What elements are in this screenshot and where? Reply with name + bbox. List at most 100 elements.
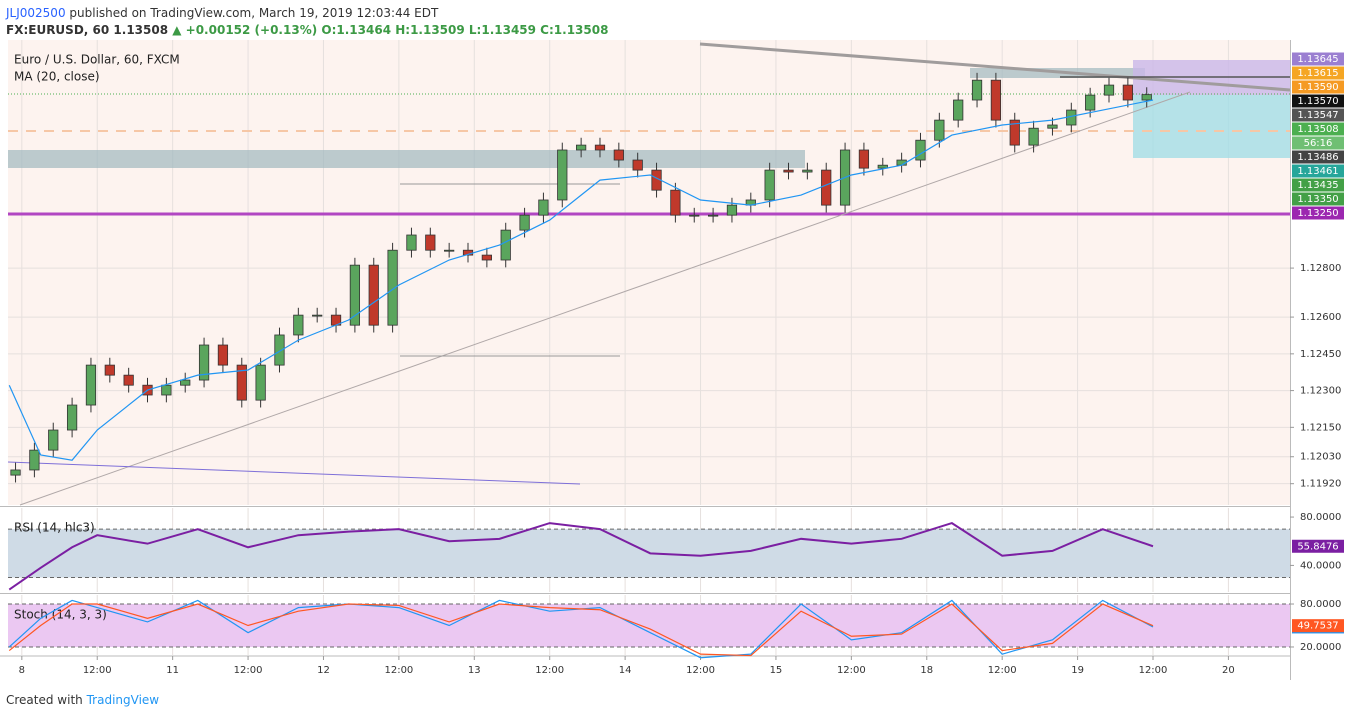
candle-body — [123, 374, 134, 386]
price-badge-label: 1.13590 — [1297, 82, 1338, 93]
stop-box — [1133, 95, 1290, 158]
candle-body — [104, 364, 115, 376]
price-badge — [1292, 206, 1344, 220]
brand[interactable]: TradingView — [86, 693, 160, 707]
y-tick-label: 1.11920 — [1300, 479, 1341, 490]
trend-line — [19, 91, 1191, 506]
price-badge — [1292, 164, 1344, 178]
candle-body — [821, 169, 832, 206]
y-tick-label: 80.0000 — [1300, 512, 1341, 523]
last-value-label: 55.8476 — [1297, 541, 1338, 552]
price-pane — [8, 40, 1290, 505]
price-badge — [1292, 178, 1344, 192]
candle-body — [538, 199, 549, 216]
author[interactable]: JLJ002500 — [5, 6, 66, 20]
x-tick-label: 8 — [19, 665, 25, 676]
x-tick-label: 12:00 — [988, 665, 1017, 676]
candle-body — [66, 404, 78, 431]
x-tick-label: 12 — [317, 665, 330, 676]
candle-body — [953, 99, 964, 121]
y-tick-label: 1.12150 — [1300, 422, 1341, 433]
candle-body — [802, 169, 813, 173]
x-tick-label: 12:00 — [83, 665, 112, 676]
candle-body — [368, 264, 379, 326]
candle-body — [312, 314, 323, 317]
candle-body — [10, 469, 21, 476]
trend-line — [699, 42, 1291, 92]
y-tick-label: 1.12450 — [1300, 349, 1341, 360]
series-line — [8, 599, 1154, 659]
candle-body — [877, 164, 888, 169]
candle-body — [1009, 119, 1020, 146]
y-tick-label: 1.12030 — [1300, 452, 1341, 463]
x-tick-label: 12:00 — [234, 665, 263, 676]
candle-body — [406, 234, 417, 251]
last-value-badge — [1292, 619, 1344, 633]
x-tick-label: 12:00 — [535, 665, 564, 676]
pane-title: Euro / U.S. Dollar, 60, FXCM — [14, 53, 180, 67]
header: JLJ002500 published on TradingView.com, … — [5, 6, 439, 20]
last-value-badge — [1292, 539, 1344, 553]
price-badge — [1292, 80, 1344, 94]
price-badge — [1292, 52, 1344, 66]
price-badge-label: 1.13570 — [1297, 96, 1338, 107]
trend-line — [7, 461, 581, 485]
price-badge-label: 1.13250 — [1297, 208, 1338, 219]
candle-body — [764, 169, 775, 201]
x-tick-label: 12:00 — [686, 665, 715, 676]
y-tick-label: 20.0000 — [1300, 642, 1341, 653]
candle-body — [1047, 124, 1058, 129]
x-tick-label: 12:00 — [837, 665, 866, 676]
y-tick-label: 80.0000 — [1300, 599, 1341, 610]
price-badge — [1292, 108, 1344, 122]
x-tick-label: 12:00 — [1139, 665, 1168, 676]
series-line — [8, 99, 1154, 461]
x-tick-label: 18 — [920, 665, 933, 676]
candle-body — [425, 234, 436, 251]
published: published on TradingView.com, March 19, … — [69, 6, 439, 20]
price-badge-label: 56:16 — [1304, 138, 1333, 149]
candle-body — [236, 364, 247, 401]
last-value-label: 49.7537 — [1297, 621, 1338, 632]
price-badge — [1292, 122, 1344, 136]
y-tick-label: 1.12800 — [1300, 263, 1341, 274]
candle-body — [274, 334, 285, 366]
candle-body — [1122, 84, 1133, 101]
candle-body — [1141, 94, 1152, 101]
price-badge-label: 1.13508 — [1297, 124, 1338, 135]
x-tick-label: 11 — [166, 665, 179, 676]
candle-body — [689, 214, 700, 217]
pane-title: RSI (14, hlc3) — [14, 521, 95, 535]
series-line — [8, 603, 1154, 657]
price-badge-label: 1.13645 — [1297, 54, 1338, 65]
candle-body — [971, 79, 983, 101]
candle-body — [293, 314, 304, 336]
price-badge-label: 1.13350 — [1297, 194, 1338, 205]
footer: Created with TradingView — [6, 693, 159, 707]
candle-body — [481, 254, 492, 261]
ohlc: O:1.13464 H:1.13509 L:1.13459 C:1.13508 — [321, 23, 608, 37]
candle-body — [161, 384, 172, 396]
price-badge-label: 1.13615 — [1297, 68, 1338, 79]
candle-body — [255, 364, 266, 401]
candle-body — [613, 149, 624, 161]
candle-body — [557, 149, 568, 201]
candle-body — [990, 79, 1002, 121]
price-badge — [1292, 94, 1344, 108]
change: ▲ +0.00152 (+0.13%) — [172, 23, 317, 37]
series-line — [8, 522, 1154, 591]
candle-body — [217, 344, 229, 366]
band — [8, 604, 1290, 647]
created: Created with — [6, 693, 83, 707]
price-badge — [1292, 150, 1344, 164]
y-tick-label: 40.0000 — [1300, 560, 1341, 571]
x-tick-label: 20 — [1222, 665, 1235, 676]
legend-entry: MA (20, close) — [14, 70, 100, 84]
last-price: 1.13508 — [113, 23, 168, 37]
candle-body — [858, 149, 870, 169]
candle-body — [783, 169, 794, 173]
drawings — [7, 42, 1291, 506]
x-tick-label: 15 — [770, 665, 783, 676]
symbol: FX:EURUSD, 60 — [6, 23, 109, 37]
